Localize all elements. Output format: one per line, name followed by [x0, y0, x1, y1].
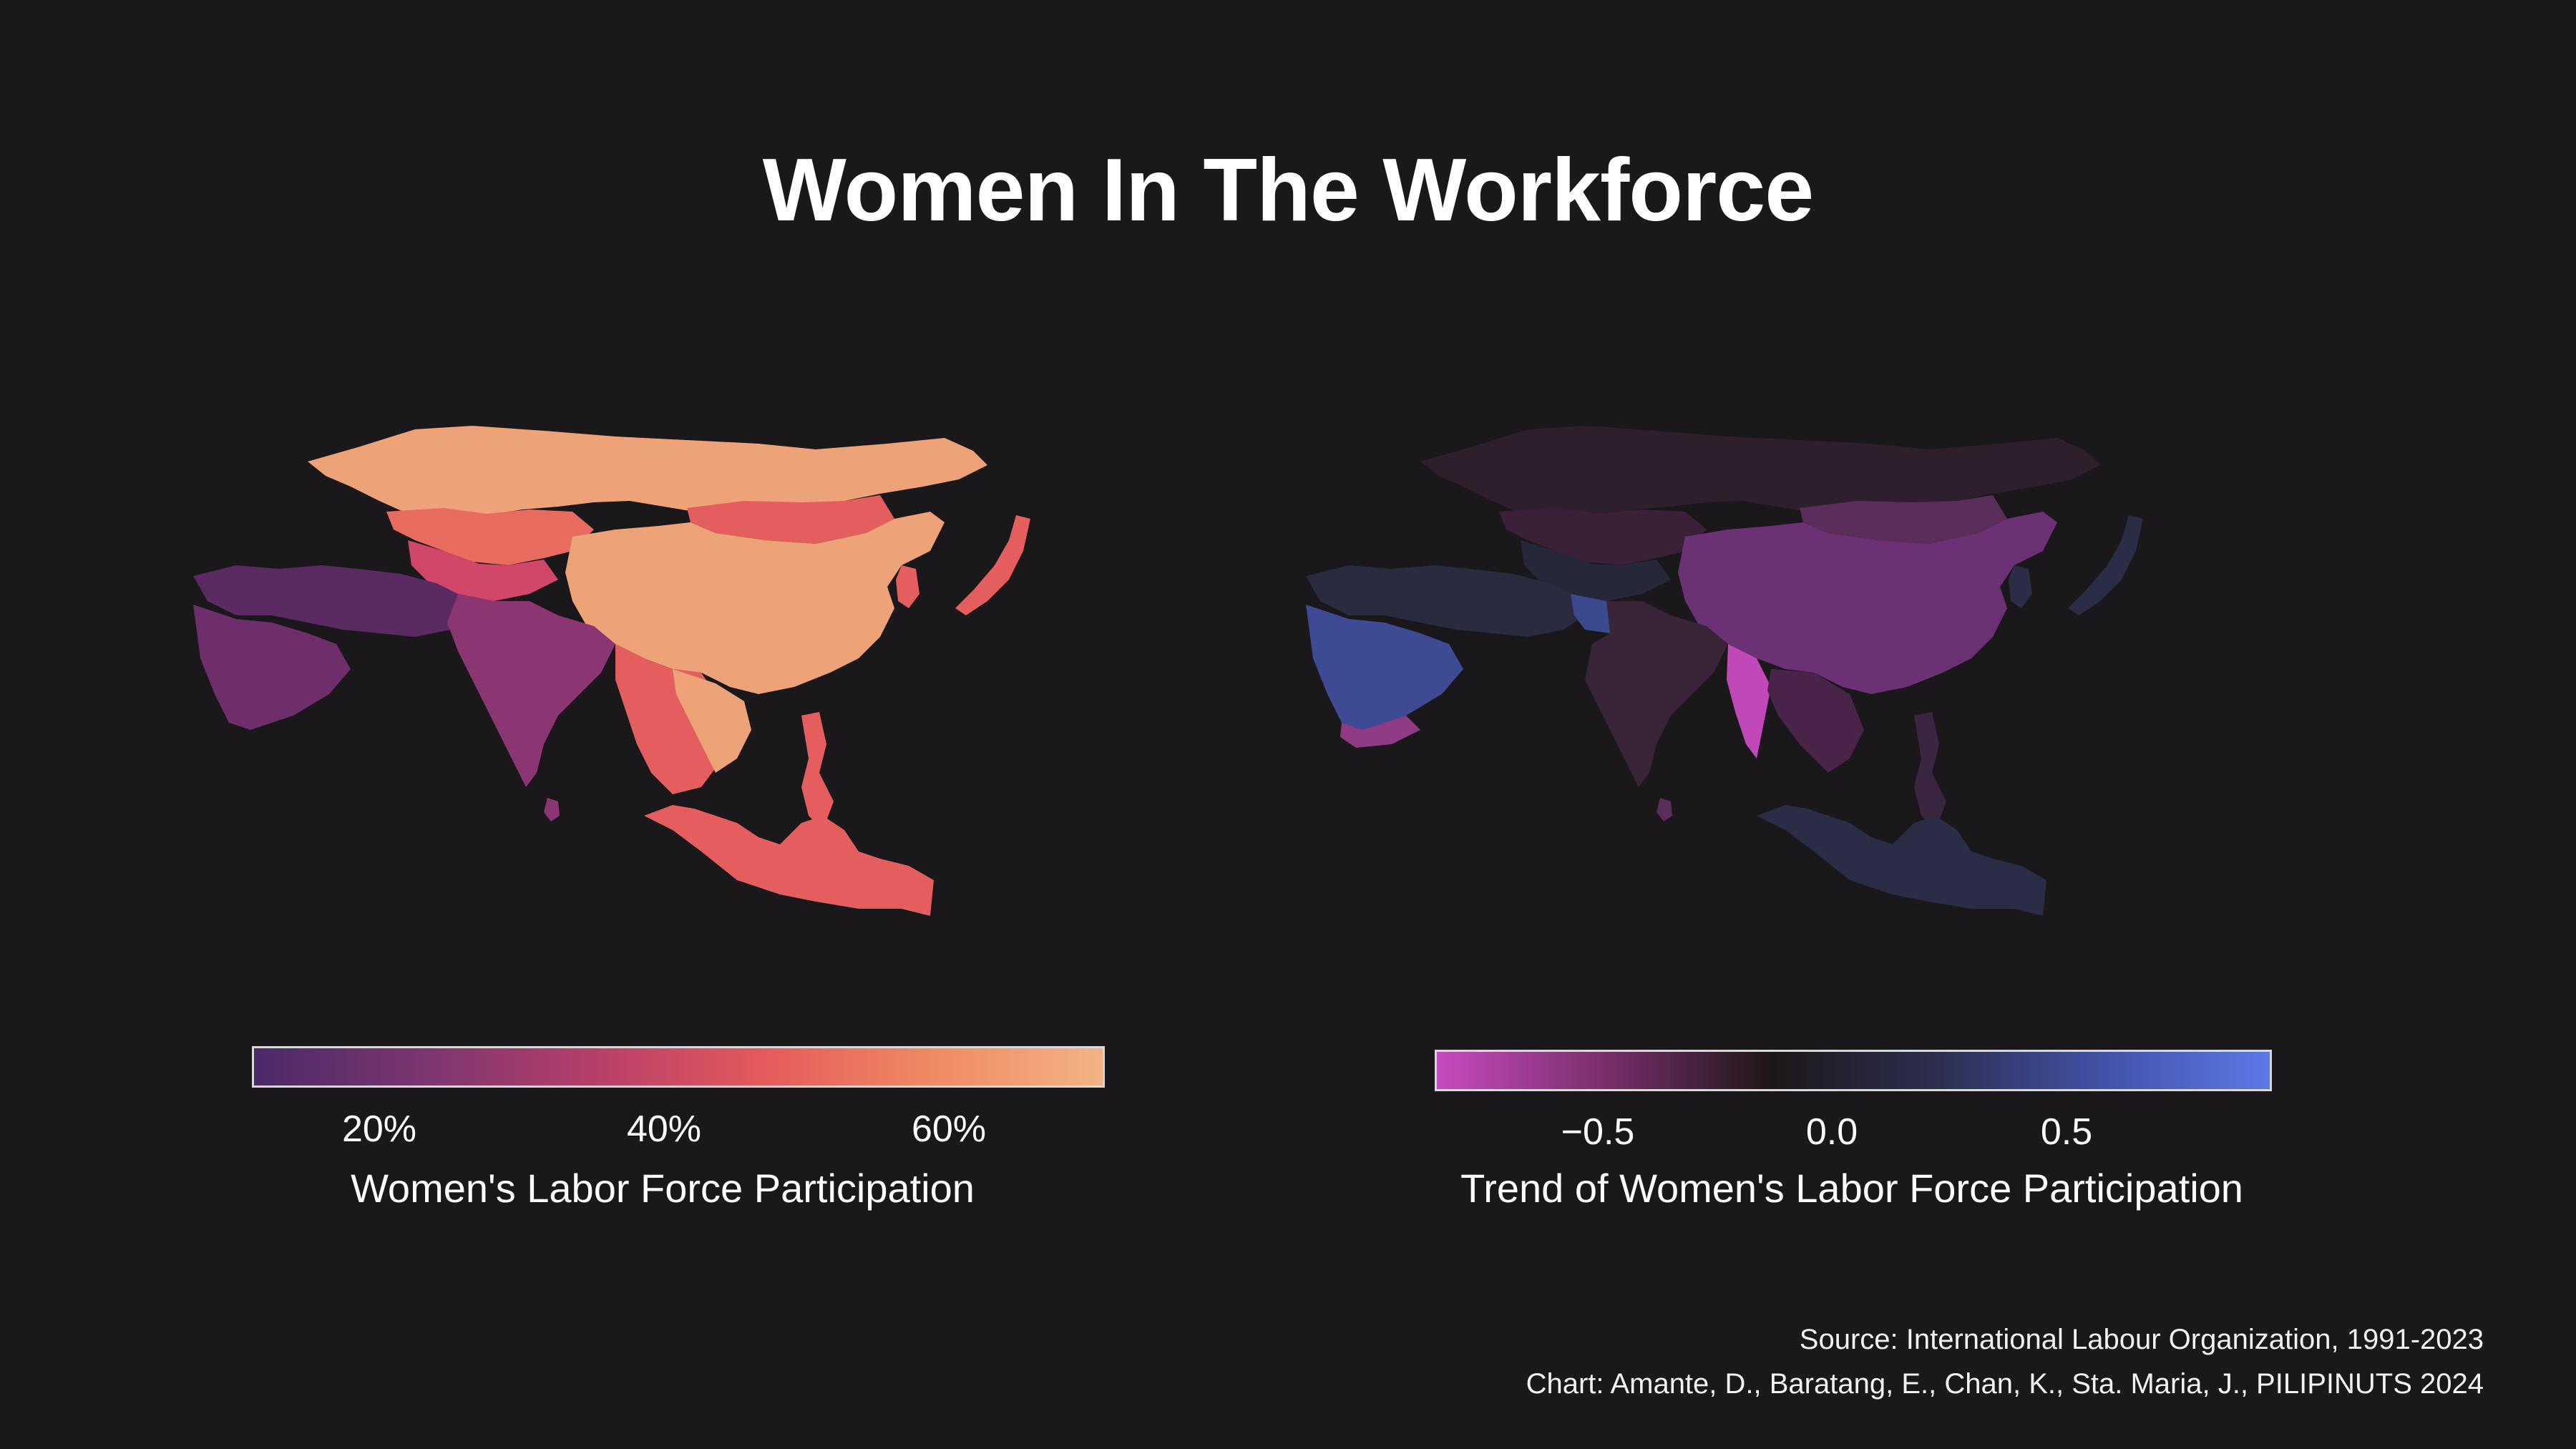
participation-tick-20: 20%: [341, 1108, 417, 1150]
region-sri-lanka: [544, 798, 560, 821]
region-indonesia: [1757, 805, 2046, 916]
region-kazakhstan: [386, 508, 594, 565]
region-philippines: [801, 712, 834, 830]
participation-tick-40: 40%: [626, 1108, 702, 1150]
participation-color-scale: [252, 1046, 1105, 1088]
region-mongolia: [1800, 495, 2007, 544]
region-kazakhstan: [1499, 508, 1707, 565]
region-russia: [1420, 426, 2100, 517]
region-yemen: [1340, 716, 1420, 748]
region-middle-east: [193, 565, 472, 637]
region-russia: [308, 426, 987, 517]
trend-map: [1306, 426, 2143, 916]
trend-tick-neg-0-5: −0.5: [1561, 1111, 1635, 1153]
region-japan: [2068, 515, 2143, 615]
trend-tick-0-0: 0.0: [1805, 1111, 1858, 1153]
region-indochina: [1767, 669, 1864, 773]
trend-legend-title: Trend of Women's Labor Force Participati…: [1460, 1166, 2243, 1211]
region-central-asia: [1521, 540, 1671, 601]
region-central-asia: [408, 540, 558, 601]
region-philippines: [1914, 712, 1946, 830]
participation-map: [193, 426, 1030, 916]
region-middle-east: [1306, 565, 1585, 637]
trend-color-scale: [1435, 1050, 2272, 1091]
region-china: [1678, 512, 2057, 694]
participation-tick-60: 60%: [911, 1108, 987, 1150]
region-india: [1585, 601, 1728, 787]
region-japan: [955, 515, 1030, 615]
page-title: Women In The Workforce: [762, 141, 1814, 240]
participation-legend-title: Women's Labor Force Participation: [351, 1166, 975, 1211]
region-indonesia: [644, 805, 934, 916]
region-mongolia: [687, 495, 894, 544]
region-indochina: [673, 669, 751, 773]
region-india: [447, 594, 615, 787]
region-korea: [2009, 565, 2032, 608]
region-myanmar: [1727, 644, 1771, 758]
chart-credit: Chart: Amante, D., Baratang, E., Chan, K…: [1526, 1368, 2484, 1400]
region-sri-lanka: [1657, 798, 1672, 821]
trend-tick-0-5: 0.5: [2040, 1111, 2093, 1153]
region-arabia: [1306, 605, 1463, 730]
source-note: Source: International Labour Organizatio…: [1799, 1324, 2484, 1355]
region-china: [565, 512, 945, 694]
region-korea: [896, 565, 919, 608]
region-arabia: [193, 605, 351, 730]
